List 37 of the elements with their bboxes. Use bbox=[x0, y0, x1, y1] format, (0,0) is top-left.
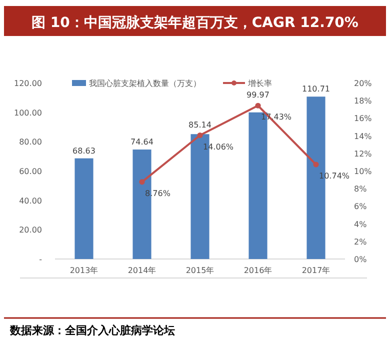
y2-tick-label: 4% bbox=[354, 220, 368, 229]
y-tick-label: 20.00 bbox=[19, 226, 42, 235]
y-tick-label: 60.00 bbox=[19, 167, 42, 176]
data-label: 74.64 bbox=[130, 138, 154, 147]
y2-tick-label: 6% bbox=[354, 202, 368, 212]
point bbox=[139, 179, 145, 185]
y-tick-label: 100.00 bbox=[14, 108, 42, 118]
y2-tick-label: 0% bbox=[354, 255, 368, 264]
y2-tick-label: 20% bbox=[354, 79, 372, 88]
x-tick-label: 2016年 bbox=[244, 266, 272, 275]
x-tick-label: 2014年 bbox=[128, 266, 156, 275]
y-tick-label: - bbox=[39, 255, 42, 264]
x-tick-label: 2013年 bbox=[70, 266, 98, 275]
chart-title: 图 10：中国冠脉支架年超百万支，CAGR 12.70% bbox=[32, 14, 358, 31]
y-tick-label: 120.00 bbox=[14, 79, 42, 88]
y2-tick-label: 2% bbox=[354, 237, 368, 246]
x-tick-label: 2015年 bbox=[186, 266, 214, 275]
y2-tick-label: 14% bbox=[354, 132, 372, 141]
point bbox=[313, 162, 319, 168]
data-label: 110.71 bbox=[302, 84, 330, 94]
y2-tick-label: 8% bbox=[354, 184, 368, 194]
legend-label: 增长率 bbox=[247, 79, 272, 88]
data-label: 85.14 bbox=[188, 120, 212, 130]
legend-label: 我国心脏支架植入数量（万支） bbox=[89, 79, 201, 88]
bar bbox=[74, 158, 94, 259]
data-label: 68.63 bbox=[72, 146, 96, 156]
y2-tick-label: 10% bbox=[354, 167, 372, 176]
y2-tick-label: 16% bbox=[354, 114, 372, 124]
x-tick-label: 2017年 bbox=[302, 266, 330, 275]
point bbox=[197, 132, 203, 138]
y2-tick-label: 18% bbox=[354, 96, 372, 106]
y2-tick-label: 12% bbox=[354, 149, 372, 158]
source-note: 数据来源：全国介入心脏病学论坛 bbox=[9, 324, 175, 337]
data-label: 99.97 bbox=[246, 90, 270, 100]
y-tick-label: 40.00 bbox=[19, 196, 42, 206]
y-tick-label: 80.00 bbox=[19, 138, 42, 147]
point bbox=[255, 102, 261, 108]
